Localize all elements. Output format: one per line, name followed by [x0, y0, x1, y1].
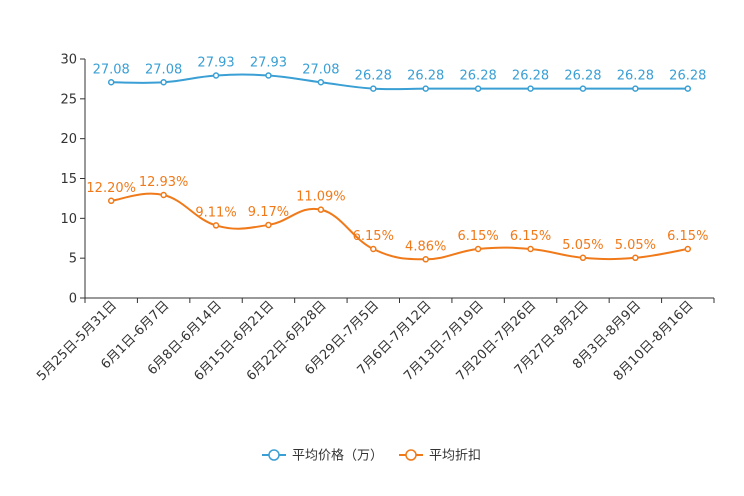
- data-point: [265, 221, 272, 229]
- data-point: [422, 256, 429, 263]
- x-axis: 5月25日-5月31日6月1日-6月7日6月8日-6月14日6月15日-6月21…: [34, 297, 715, 384]
- y-tick-label: 5: [69, 252, 77, 267]
- data-point: [317, 79, 325, 86]
- data-point: [684, 245, 692, 253]
- y-tick-label: 30: [60, 53, 77, 68]
- data-label: 6.15%: [510, 229, 551, 244]
- data-point: [212, 72, 220, 79]
- data-point: [579, 254, 587, 262]
- legend-item-1[interactable]: 平均价格（万）: [262, 448, 383, 464]
- data-point: [527, 245, 534, 253]
- data-point: [579, 85, 587, 92]
- series-1: 27.08 27.08 27.93 27.93 27.08 26.28 26.28 26.28…: [93, 55, 706, 92]
- legend-marker: [405, 449, 417, 461]
- series-2: 12.20% 12.93% 9.11% 9.17% 11.09% 6.15% 4.86% 6.…: [86, 175, 708, 263]
- data-label: 9.11%: [195, 205, 236, 220]
- data-point: [422, 85, 429, 92]
- legend-item-2[interactable]: 平均折扣: [399, 449, 481, 464]
- legend-marker: [268, 449, 280, 461]
- data-label: 4.86%: [405, 239, 446, 254]
- data-label: 27.08: [302, 62, 339, 77]
- data-label: 27.93: [250, 55, 287, 70]
- data-label: 12.93%: [139, 175, 189, 190]
- data-label: 5.05%: [562, 238, 603, 253]
- data-label: 26.28: [564, 69, 601, 84]
- data-label: 26.28: [407, 69, 444, 84]
- data-point: [370, 85, 377, 92]
- y-tick-label: 15: [60, 172, 77, 187]
- data-point: [160, 191, 167, 199]
- data-label: 9.17%: [248, 205, 289, 220]
- data-label: 11.09%: [296, 190, 346, 205]
- data-point: [317, 206, 325, 213]
- series-layer: 27.08 27.08 27.93 27.93 27.08 26.28 26.28 26.28…: [86, 55, 708, 263]
- y-tick-label: 25: [60, 92, 77, 107]
- data-label: 26.28: [355, 69, 392, 84]
- data-label: 26.28: [460, 69, 497, 84]
- data-label: 6.15%: [353, 229, 394, 244]
- y-tick-label: 20: [60, 132, 77, 147]
- data-point: [684, 85, 692, 92]
- legend[interactable]: 平均价格（万） 平均折扣: [262, 448, 481, 464]
- y-axis: 0 5 10 15 20 25 30: [60, 53, 86, 307]
- series-line: [111, 73, 688, 91]
- legend-label: 平均价格（万）: [292, 448, 383, 464]
- data-point: [474, 245, 482, 253]
- data-point: [474, 85, 482, 92]
- data-point: [632, 254, 639, 262]
- data-point: [107, 79, 115, 86]
- data-label: 6.15%: [667, 229, 708, 244]
- data-label: 27.08: [145, 62, 182, 77]
- data-point: [107, 197, 115, 205]
- data-label: 27.93: [197, 55, 234, 70]
- data-label: 26.28: [669, 69, 706, 84]
- data-label: 27.08: [93, 62, 130, 77]
- data-label: 26.28: [512, 69, 549, 84]
- y-tick-label: 10: [60, 212, 77, 227]
- data-point: [370, 245, 377, 253]
- data-point: [212, 222, 220, 229]
- data-label: 5.05%: [615, 238, 656, 253]
- legend-label: 平均折扣: [429, 449, 481, 464]
- data-label: 26.28: [617, 69, 654, 84]
- data-label: 6.15%: [457, 229, 498, 244]
- data-point: [527, 85, 534, 92]
- data-label: 12.20%: [86, 181, 136, 196]
- data-point: [632, 85, 639, 92]
- y-tick-label: 0: [69, 292, 77, 307]
- data-point: [160, 79, 167, 86]
- data-point: [265, 72, 272, 79]
